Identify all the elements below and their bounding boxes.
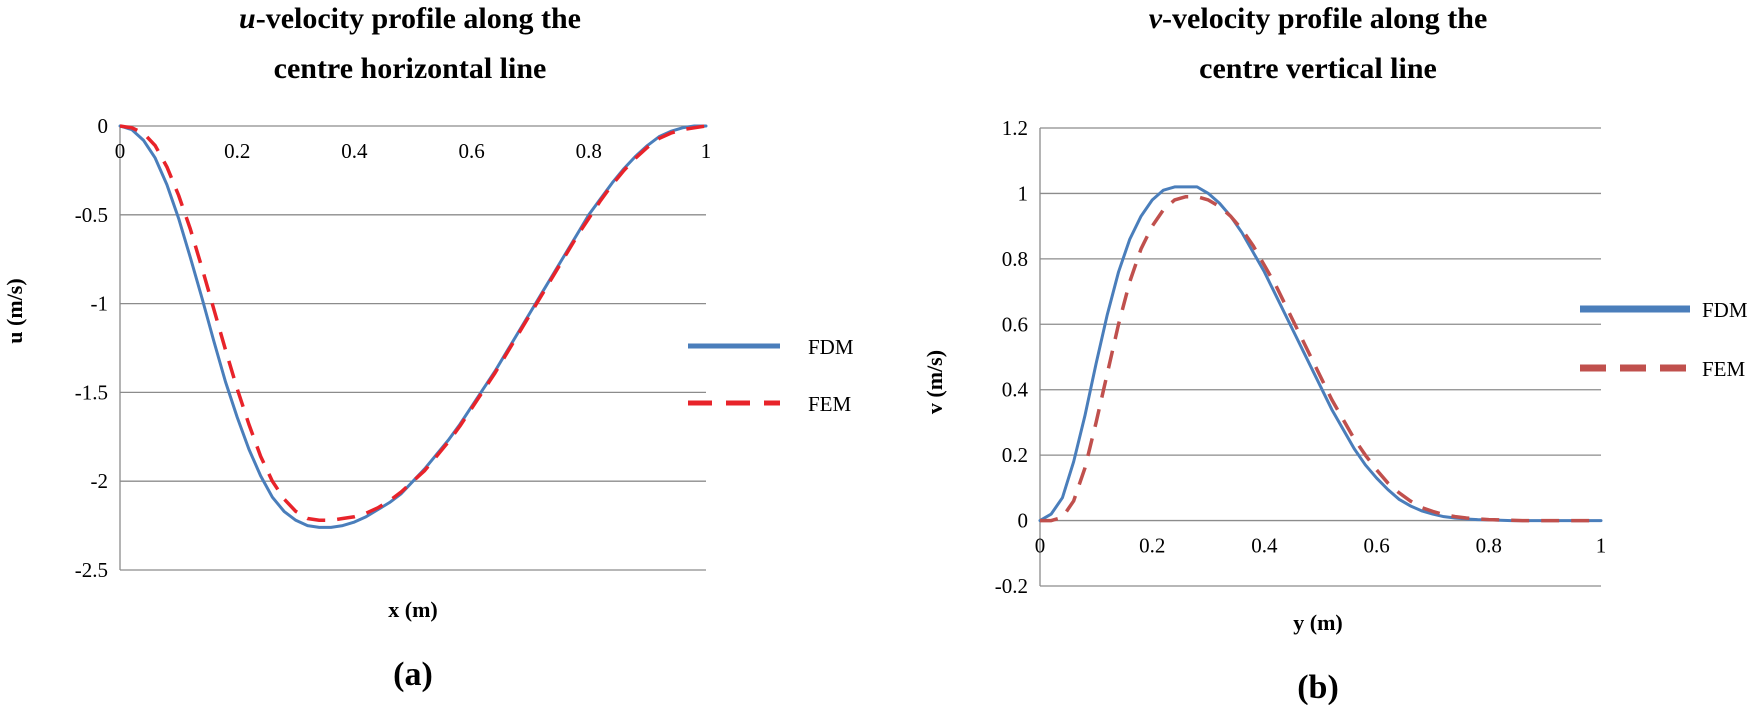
chart-b-y-tick-label: 0.2 — [1002, 443, 1028, 467]
chart-b-x-ticks: 0 0.2 0.4 0.6 0.8 1 — [1035, 534, 1607, 558]
chart-b-y-tick-label: -0.2 — [995, 574, 1028, 598]
chart-b-x-tick-label: 0.4 — [1251, 534, 1278, 558]
chart-b-legend: FDM FEM — [1580, 298, 1748, 381]
chart-b-y-tick-label: 1.2 — [1002, 116, 1028, 140]
chart-a-x-tick-label: 0 — [115, 139, 126, 163]
chart-a-panel-label: (a) — [393, 656, 433, 693]
chart-a-x-tick-label: 0.6 — [458, 139, 484, 163]
chart-a-y-tick-label: -0.5 — [75, 203, 108, 227]
chart-b-series — [1038, 185, 1603, 523]
chart-b-legend-label-fem: FEM — [1702, 357, 1746, 381]
chart-b-x-tick-label: 0.2 — [1139, 534, 1165, 558]
chart-b-series-fdm — [1038, 185, 1603, 523]
chart-a-y-tick-label: 0 — [98, 114, 109, 138]
chart-b-y-tick-label: 0.8 — [1002, 247, 1028, 271]
chart-a-x-axis-label: x (m) — [388, 597, 437, 622]
chart-a-x-tick-label: 0.2 — [224, 139, 250, 163]
chart-b-y-tick-label: 0 — [1018, 509, 1029, 533]
chart-a-y-tick-label: -1.5 — [75, 380, 108, 404]
chart-a-title-line2: centre horizontal line — [274, 52, 547, 85]
chart-a-gridlines — [119, 125, 706, 571]
chart-a-series — [118, 124, 708, 529]
chart-a-legend-label-fdm: FDM — [808, 335, 854, 359]
chart-b-x-tick-label: 1 — [1596, 534, 1607, 558]
chart-a-x-tick-label: 0.8 — [576, 139, 602, 163]
chart-a-legend-label-fem: FEM — [808, 392, 852, 416]
chart-b-y-ticks: 1.2 1 0.8 0.6 0.4 0.2 0 -0.2 — [995, 116, 1029, 598]
chart-a-series-fdm — [118, 124, 708, 529]
chart-b-title-rest: -velocity profile along the — [1162, 2, 1487, 35]
chart-b-title-line1: v-velocity profile along the — [1149, 2, 1488, 35]
chart-b-panel-label: (b) — [1297, 669, 1339, 705]
chart-b-series-fem — [1040, 194, 1601, 523]
chart-a-title-line1: u-velocity profile along the — [239, 2, 581, 35]
chart-a-title-rest: -velocity profile along the — [256, 2, 581, 35]
chart-b-y-tick-label: 0.6 — [1002, 312, 1028, 336]
chart-b: v-velocity profile along the centre vert… — [922, 2, 1748, 705]
chart-a-x-tick-label: 0.4 — [341, 139, 368, 163]
chart-a-y-tick-label: -2 — [91, 469, 109, 493]
chart-b-x-tick-label: 0 — [1035, 534, 1046, 558]
chart-a-x-tick-label: 1 — [701, 139, 712, 163]
chart-a-legend: FDM FEM — [688, 335, 854, 416]
chart-b-title-line2: centre vertical line — [1199, 52, 1437, 85]
chart-a-title-var: u — [239, 2, 256, 35]
chart-a-y-tick-label: -2.5 — [75, 558, 108, 582]
chart-b-gridlines — [1039, 127, 1601, 587]
chart-b-y-tick-label: 0.4 — [1002, 378, 1029, 402]
chart-a-y-axis-label: u (m/s) — [2, 278, 27, 343]
chart-a-y-tick-label: -1 — [91, 292, 109, 316]
chart-b-y-axis-label: v (m/s) — [922, 350, 947, 414]
chart-a-y-ticks: 0 -0.5 -1 -1.5 -2 -2.5 — [75, 114, 108, 582]
chart-b-legend-label-fdm: FDM — [1702, 298, 1748, 322]
chart-a-x-ticks: 0 0.2 0.4 0.6 0.8 1 — [115, 139, 712, 163]
chart-b-x-tick-label: 0.8 — [1476, 534, 1502, 558]
chart-b-y-tick-label: 1 — [1018, 181, 1029, 205]
chart-b-x-tick-label: 0.6 — [1363, 534, 1389, 558]
chart-b-x-axis-label: y (m) — [1293, 610, 1342, 635]
chart-b-title-var: v — [1149, 2, 1163, 35]
chart-a: u-velocity profile along the centre hori… — [2, 2, 854, 693]
